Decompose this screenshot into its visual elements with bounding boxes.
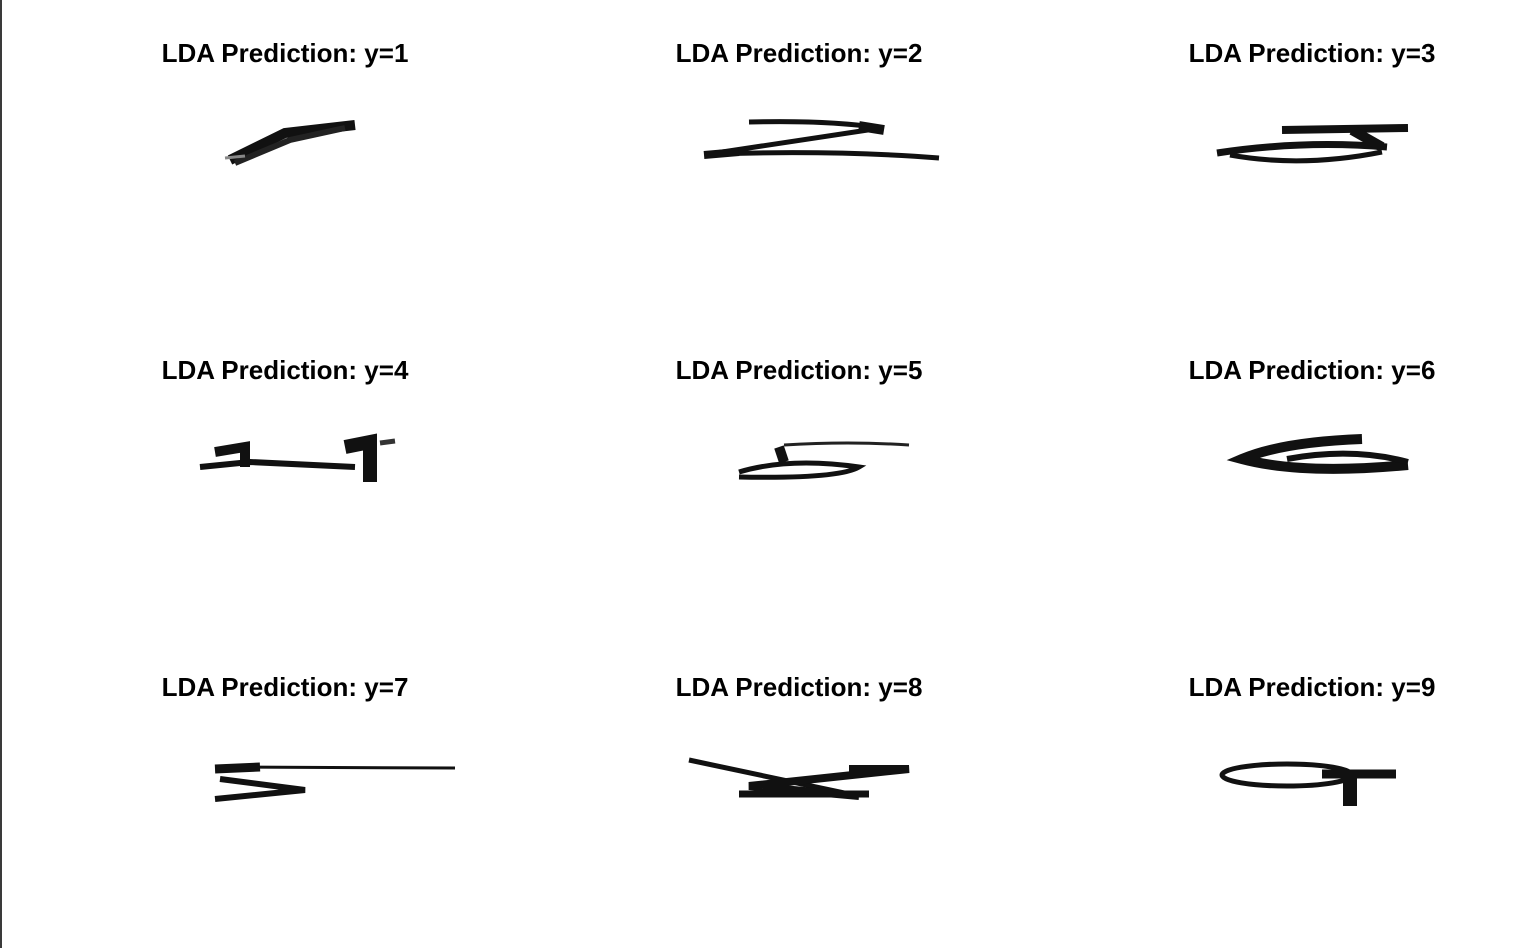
subplot-title: LDA Prediction: y=3 [1188,38,1436,68]
subplot-6: LDA Prediction: y=6 [1112,317,1512,617]
subplot-title: LDA Prediction: y=8 [675,672,923,702]
subplot-7: LDA Prediction: y=7 [85,634,485,934]
handwritten-digit-7-icon [214,762,456,802]
handwritten-digit-5-icon [738,441,910,480]
subplot-1: LDA Prediction: y=1 [85,0,485,300]
handwritten-digit-3-icon [1216,124,1409,164]
handwritten-digit-2-icon [703,119,940,161]
subplot-4: LDA Prediction: y=4 [85,317,485,617]
subplot-3: LDA Prediction: y=3 [1112,0,1512,300]
subplot-title: LDA Prediction: y=7 [161,672,409,702]
subplot-title: LDA Prediction: y=9 [1188,672,1436,702]
subplot-title: LDA Prediction: y=1 [161,38,409,68]
subplot-title: LDA Prediction: y=6 [1188,355,1436,385]
handwritten-digit-8-icon [688,757,910,800]
handwritten-digit-1-icon [224,120,356,166]
subplot-title: LDA Prediction: y=5 [675,355,923,385]
subplot-title: LDA Prediction: y=2 [675,38,923,68]
handwritten-digit-4-icon [199,433,396,482]
subplot-5: LDA Prediction: y=5 [599,317,999,617]
subplot-title: LDA Prediction: y=4 [161,355,409,385]
subplot-9: LDA Prediction: y=9 [1112,634,1512,934]
window-left-border [0,0,2,948]
subplot-2: LDA Prediction: y=2 [599,0,999,300]
subplot-8: LDA Prediction: y=8 [599,634,999,934]
handwritten-digit-9-icon [1219,761,1396,806]
handwritten-digit-6-icon [1226,434,1409,474]
